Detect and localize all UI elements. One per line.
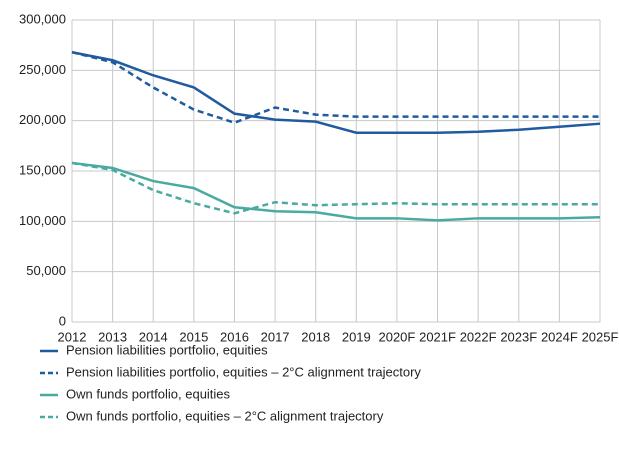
x-tick-label: 2015 bbox=[179, 329, 208, 344]
series-line bbox=[71, 161, 600, 215]
y-tick-label: 200,000 bbox=[19, 112, 66, 127]
y-tick-label: 50,000 bbox=[26, 263, 66, 278]
x-tick-label: 2018 bbox=[301, 329, 330, 344]
x-tick-label: 2013 bbox=[98, 329, 127, 344]
x-tick-label: 2017 bbox=[261, 329, 290, 344]
x-tick-label: 2021F bbox=[419, 329, 456, 344]
x-tick-label: 2014 bbox=[139, 329, 168, 344]
x-tick-label: 2020F bbox=[378, 329, 415, 344]
series-line bbox=[71, 50, 601, 134]
series-line bbox=[71, 161, 601, 222]
x-tick-label: 2022F bbox=[460, 329, 497, 344]
x-tick-label: 2023F bbox=[500, 329, 537, 344]
y-tick-label: 300,000 bbox=[19, 11, 66, 26]
x-tick-label: 2024F bbox=[541, 329, 578, 344]
legend-label: Own funds portfolio, equities bbox=[66, 386, 231, 401]
legend-label: Pension liabilities portfolio, equities bbox=[66, 342, 268, 357]
legend-label: Own funds portfolio, equities – 2°C alig… bbox=[66, 408, 384, 423]
y-tick-label: 0 bbox=[59, 313, 66, 328]
y-tick-label: 250,000 bbox=[19, 62, 66, 77]
x-tick-label: 2012 bbox=[58, 329, 87, 344]
series-line bbox=[71, 51, 600, 125]
legend-label: Pension liabilities portfolio, equities … bbox=[66, 364, 421, 379]
y-tick-label: 150,000 bbox=[19, 162, 66, 177]
x-tick-label: 2016 bbox=[220, 329, 249, 344]
x-tick-label: 2025F bbox=[582, 329, 619, 344]
x-tick-label: 2019 bbox=[342, 329, 371, 344]
y-tick-label: 100,000 bbox=[19, 213, 66, 228]
